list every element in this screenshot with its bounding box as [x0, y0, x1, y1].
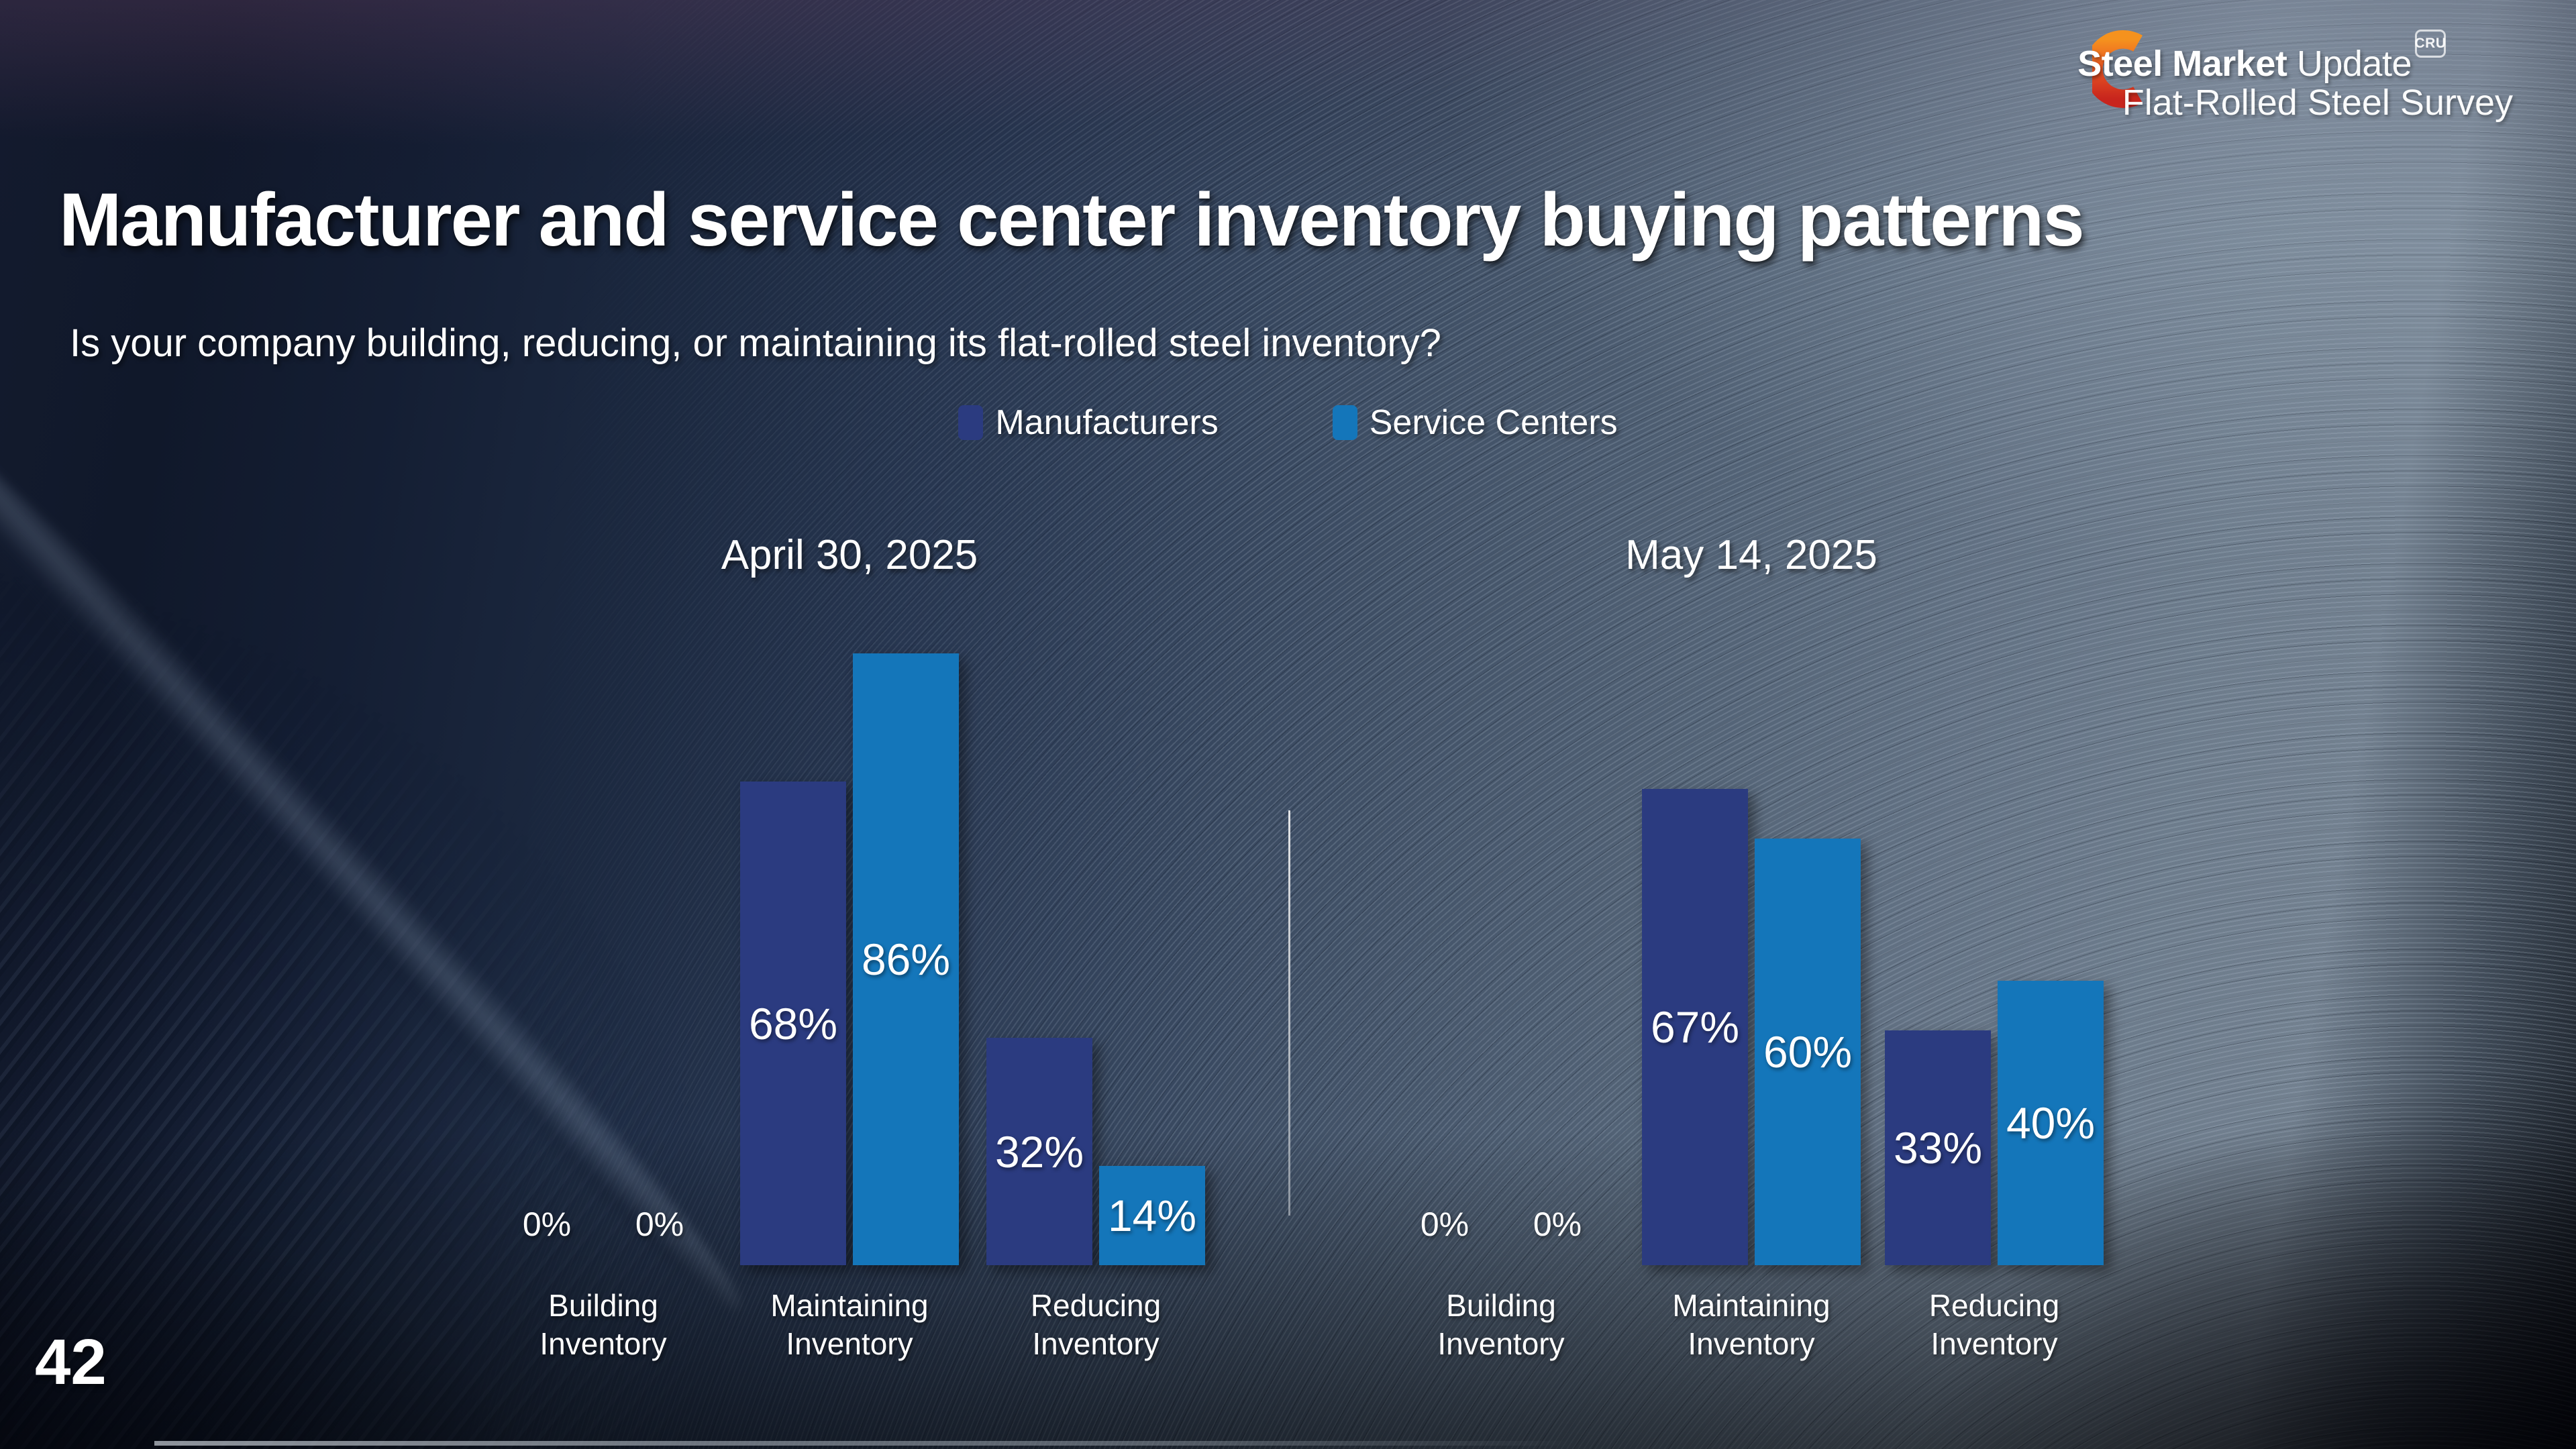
- zero-value-label-service-centers: 0%: [1533, 1205, 1582, 1243]
- zero-value-label-manufacturers: 0%: [522, 1205, 572, 1243]
- logo-survey-text: Flat-Rolled Steel Survey: [2122, 83, 2513, 123]
- logo-brand-text: Steel Market Update: [2077, 43, 2412, 85]
- chart-title-may-14-2025: May 14, 2025: [1625, 532, 1877, 578]
- smu-crescent-logo-icon: [2092, 30, 2143, 108]
- bar-value-label: 40%: [2006, 1098, 2096, 1148]
- category-label-maintaining: Maintaining Inventory: [725, 1287, 974, 1363]
- bar-service-centers-reducing: 40%: [1998, 981, 2104, 1265]
- manufacturers-swatch-icon: [958, 405, 984, 440]
- bar-manufacturers-reducing: 33%: [1885, 1030, 1991, 1265]
- bar-value-label: 14%: [1107, 1191, 1197, 1240]
- category-label-line: Inventory: [1930, 1326, 2058, 1361]
- legend-label: Manufacturers: [995, 403, 1219, 442]
- category-label-line: Maintaining: [1672, 1288, 1831, 1323]
- bar-value-label: 67%: [1650, 1002, 1740, 1052]
- service-centers-swatch-icon: [1332, 405, 1357, 440]
- category-label-line: Maintaining: [770, 1288, 929, 1323]
- category-label-line: Inventory: [1032, 1326, 1160, 1361]
- zero-value-label-service-centers: 0%: [635, 1205, 684, 1243]
- bar-service-centers-maintaining: 60%: [1755, 839, 1861, 1265]
- bar-value-label: 32%: [994, 1126, 1084, 1177]
- page-title: Manufacturer and service center inventor…: [59, 178, 2085, 262]
- category-label-line: Reducing: [1030, 1288, 1162, 1323]
- legend-label: Service Centers: [1369, 403, 1618, 442]
- logo-brand-bold: Steel Market: [2077, 44, 2287, 84]
- category-label-line: Inventory: [786, 1326, 913, 1361]
- legend-item-manufacturers: Manufacturers: [958, 402, 1219, 443]
- survey-question: Is your company building, reducing, or m…: [70, 321, 1441, 365]
- category-label-line: Reducing: [1928, 1288, 2060, 1323]
- category-label-building: Building Inventory: [479, 1287, 727, 1363]
- bar-manufacturers-reducing: 32%: [986, 1038, 1092, 1265]
- category-label-reducing: Reducing Inventory: [1870, 1287, 2118, 1363]
- category-label-line: Inventory: [539, 1326, 667, 1361]
- bar-value-label: 86%: [861, 934, 951, 984]
- zero-value-label-manufacturers: 0%: [1420, 1205, 1470, 1243]
- category-label-reducing: Reducing Inventory: [972, 1287, 1220, 1363]
- bottom-edge-strip: [154, 1441, 1570, 1446]
- category-label-line: Inventory: [1437, 1326, 1565, 1361]
- bar-value-label: 33%: [1893, 1123, 1983, 1173]
- bar-value-label: 68%: [748, 998, 838, 1049]
- chart-title-april-30-2025: April 30, 2025: [721, 532, 978, 578]
- chart-divider-line: [1288, 810, 1290, 1216]
- category-label-maintaining: Maintaining Inventory: [1627, 1287, 1875, 1363]
- category-label-building: Building Inventory: [1377, 1287, 1625, 1363]
- bar-manufacturers-maintaining: 67%: [1642, 789, 1748, 1265]
- chart-legend: Manufacturers Service Centers: [0, 402, 2576, 443]
- bar-value-label: 60%: [1763, 1027, 1853, 1077]
- category-label-line: Inventory: [1688, 1326, 1815, 1361]
- bar-service-centers-reducing: 14%: [1099, 1166, 1205, 1265]
- logo-brand-light: Update: [2287, 44, 2412, 84]
- category-label-line: Building: [548, 1288, 658, 1323]
- legend-item-service-centers: Service Centers: [1332, 402, 1618, 443]
- bar-manufacturers-maintaining: 68%: [740, 782, 846, 1265]
- category-label-line: Building: [1446, 1288, 1556, 1323]
- page-number: 42: [35, 1326, 107, 1398]
- bar-service-centers-maintaining: 86%: [853, 653, 959, 1265]
- cru-badge: CRU: [2415, 30, 2446, 58]
